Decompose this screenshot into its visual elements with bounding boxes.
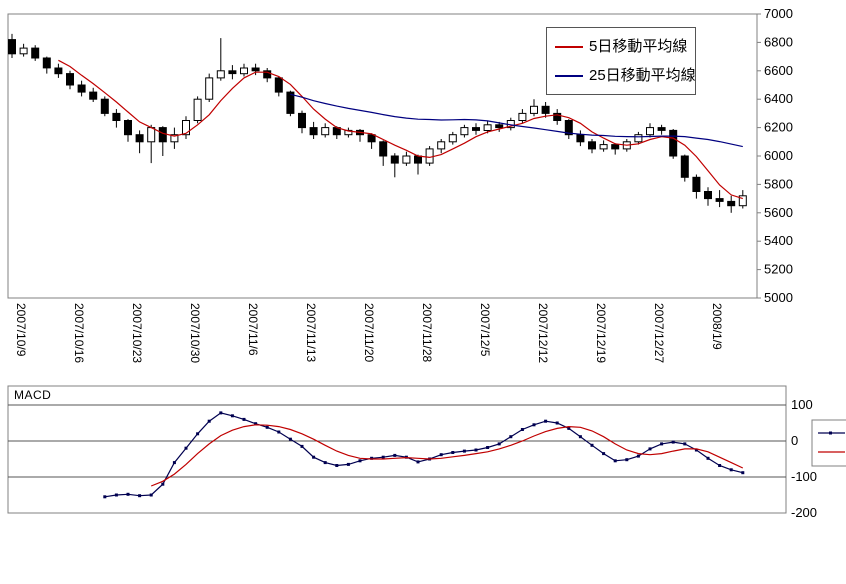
svg-text:2007/12/5: 2007/12/5: [478, 303, 492, 357]
signal-line: [150, 424, 744, 487]
legend-item-ma5: 5日移動平均線: [555, 39, 687, 54]
svg-text:2007/12/12: 2007/12/12: [536, 303, 550, 363]
svg-text:2007/10/9: 2007/10/9: [14, 303, 28, 357]
svg-text:-100: -100: [791, 469, 817, 484]
svg-text:6600: 6600: [764, 63, 793, 78]
svg-text:2007/11/20: 2007/11/20: [362, 303, 376, 362]
y-axis-labels: 7000 6800 6600 6400 6200 6000 5800 5600 5400 5200…: [757, 6, 793, 305]
macd-line: [104, 412, 743, 498]
svg-text:100: 100: [791, 397, 813, 412]
svg-text:6400: 6400: [764, 91, 793, 106]
ma25-line: [290, 93, 743, 148]
svg-text:2007/11/13: 2007/11/13: [304, 303, 318, 362]
svg-text:2007/12/19: 2007/12/19: [594, 303, 608, 363]
svg-text:2007/10/23: 2007/10/23: [130, 303, 144, 363]
candles: [8, 33, 747, 213]
macd-chart: 100 0 -100 -200: [7, 385, 846, 520]
svg-text:5000: 5000: [764, 290, 793, 305]
macd-y-labels: 100 0 -100 -200: [791, 397, 817, 520]
svg-text:2007/12/27: 2007/12/27: [652, 303, 666, 363]
macd-gridlines: [8, 404, 786, 478]
ma5-legend-label: 5日移動平均線: [589, 38, 688, 55]
ma25-legend-label: 25日移動平均線: [589, 67, 696, 84]
svg-text:2007/10/16: 2007/10/16: [72, 303, 86, 363]
svg-text:2007/11/6: 2007/11/6: [246, 303, 260, 356]
candlestick-chart: 7000 6800 6600 6400 6200 6000 5800 5600 5400 5200…: [7, 6, 793, 363]
svg-text:5200: 5200: [764, 262, 793, 277]
svg-text:2007/10/30: 2007/10/30: [188, 303, 202, 363]
x-axis-labels: 2007/10/9 2007/10/16 2007/10/23 2007/10/30 2…: [14, 303, 724, 363]
ma5-line-swatch: [555, 45, 583, 48]
main-chart-legend: 5日移動平均線 25日移動平均線: [546, 27, 696, 95]
svg-text:6000: 6000: [764, 148, 793, 163]
macd-panel-title: MACD: [14, 388, 52, 402]
svg-text:-200: -200: [791, 505, 817, 520]
svg-text:5600: 5600: [764, 205, 793, 220]
legend-item-ma25: 25日移動平均線: [555, 68, 696, 83]
ma5-line: [58, 59, 743, 200]
svg-text:6800: 6800: [764, 34, 793, 49]
svg-text:5800: 5800: [764, 176, 793, 191]
svg-text:7000: 7000: [764, 6, 793, 21]
svg-text:2007/11/28: 2007/11/28: [420, 303, 434, 362]
svg-text:2008/1/9: 2008/1/9: [710, 303, 724, 350]
macd-legend-partial: [811, 419, 846, 467]
svg-text:0: 0: [791, 433, 798, 448]
ma25-line-swatch: [555, 74, 583, 77]
svg-text:6200: 6200: [764, 120, 793, 135]
svg-text:5400: 5400: [764, 233, 793, 248]
